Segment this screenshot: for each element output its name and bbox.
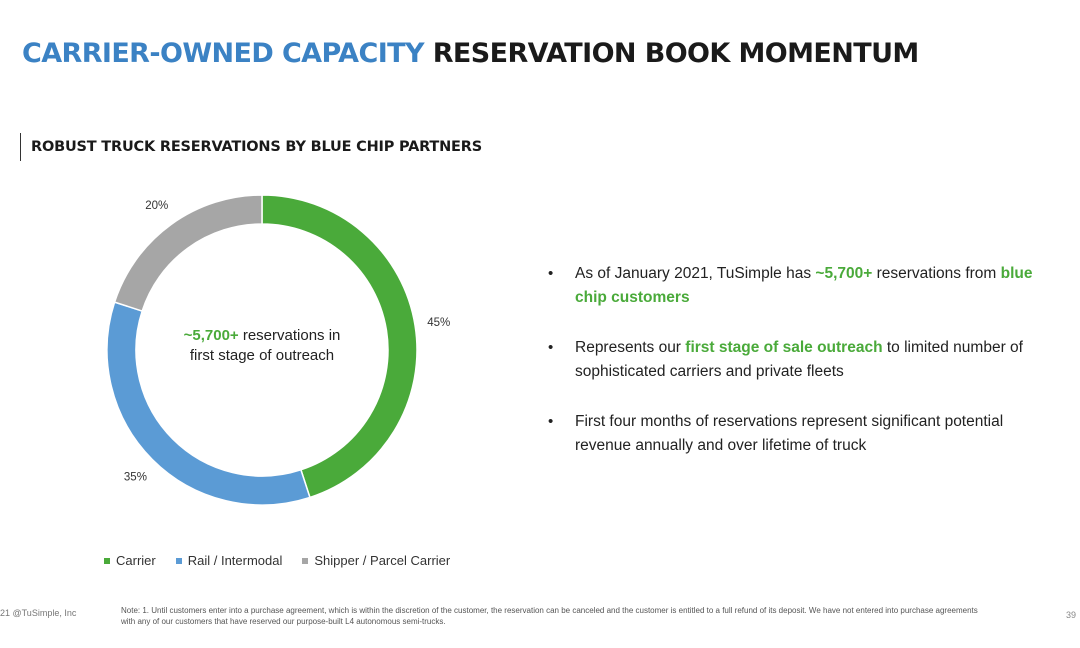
bullet-highlight: first stage of sale outreach — [685, 339, 883, 356]
bullet-dot-icon: • — [548, 339, 554, 356]
legend-swatch-shipper — [302, 557, 309, 564]
legend-item-carrier: Carrier — [104, 553, 156, 568]
center-highlight: ~5,700+ — [183, 327, 239, 344]
donut-chart: 45% 35% 20% — [106, 194, 450, 506]
bullet-dot-icon: • — [548, 413, 554, 430]
bullet-text-1b: to limited number of sophisticated carri… — [575, 339, 1023, 380]
bullet-highlight: ~5,700+ — [815, 265, 873, 282]
bullet-item: • First four months of reservations repr… — [548, 410, 1058, 458]
bullet-text-0: As of January 2021, TuSimple has — [575, 265, 816, 282]
bullet-list: • As of January 2021, TuSimple has ~5,70… — [548, 262, 1058, 484]
footer-copyright: 21 @TuSimple, Inc — [0, 608, 77, 618]
chart-legend: Carrier Rail / Intermodal Shipper / Parc… — [104, 553, 450, 568]
bullet-text-2: First four months of reservations repres… — [575, 413, 1004, 454]
legend-label-rail: Rail / Intermodal — [187, 553, 283, 568]
legend-swatch-rail — [175, 557, 182, 564]
slice-label-rail: 35% — [124, 472, 147, 484]
legend-item-shipper: Shipper / Parcel Carrier — [302, 553, 450, 568]
legend-swatch-carrier — [104, 557, 110, 564]
section-subtitle: ROBUST TRUCK RESERVATIONS BY BLUE CHIP P… — [20, 133, 482, 161]
title-rest: RESERVATION BOOK MOMENTUM — [432, 38, 920, 69]
bullet-dot-icon: • — [548, 265, 554, 282]
bullet-item: • As of January 2021, TuSimple has ~5,70… — [548, 262, 1058, 310]
bullet-text-1: Represents our — [575, 339, 686, 356]
legend-label-shipper: Shipper / Parcel Carrier — [314, 553, 451, 568]
bullet-text-0b: reservations from — [872, 265, 1001, 282]
footer-note: Note: 1. Until customers enter into a pu… — [121, 606, 978, 626]
bullet-highlight: blue chip customers — [575, 265, 1033, 306]
slice-label-carrier: 45% — [427, 317, 450, 329]
donut-slice-shipper — [113, 194, 263, 313]
legend-item-rail: Rail / Intermodal — [175, 553, 283, 568]
legend-label-carrier: Carrier — [116, 553, 156, 568]
center-caption: reservations in first stage of outreach — [189, 327, 341, 364]
bullet-item: • Represents our first stage of sale out… — [548, 336, 1058, 384]
donut-center-text: ~5,700+ reservations in first stage of o… — [172, 326, 352, 366]
title-accent: CARRIER-OWNED CAPACITY — [22, 38, 425, 69]
page-title: CARRIER-OWNED CAPACITY RESERVATION BOOK … — [22, 38, 919, 69]
page-number: 39 — [1065, 610, 1076, 620]
slice-label-shipper: 20% — [145, 200, 168, 212]
